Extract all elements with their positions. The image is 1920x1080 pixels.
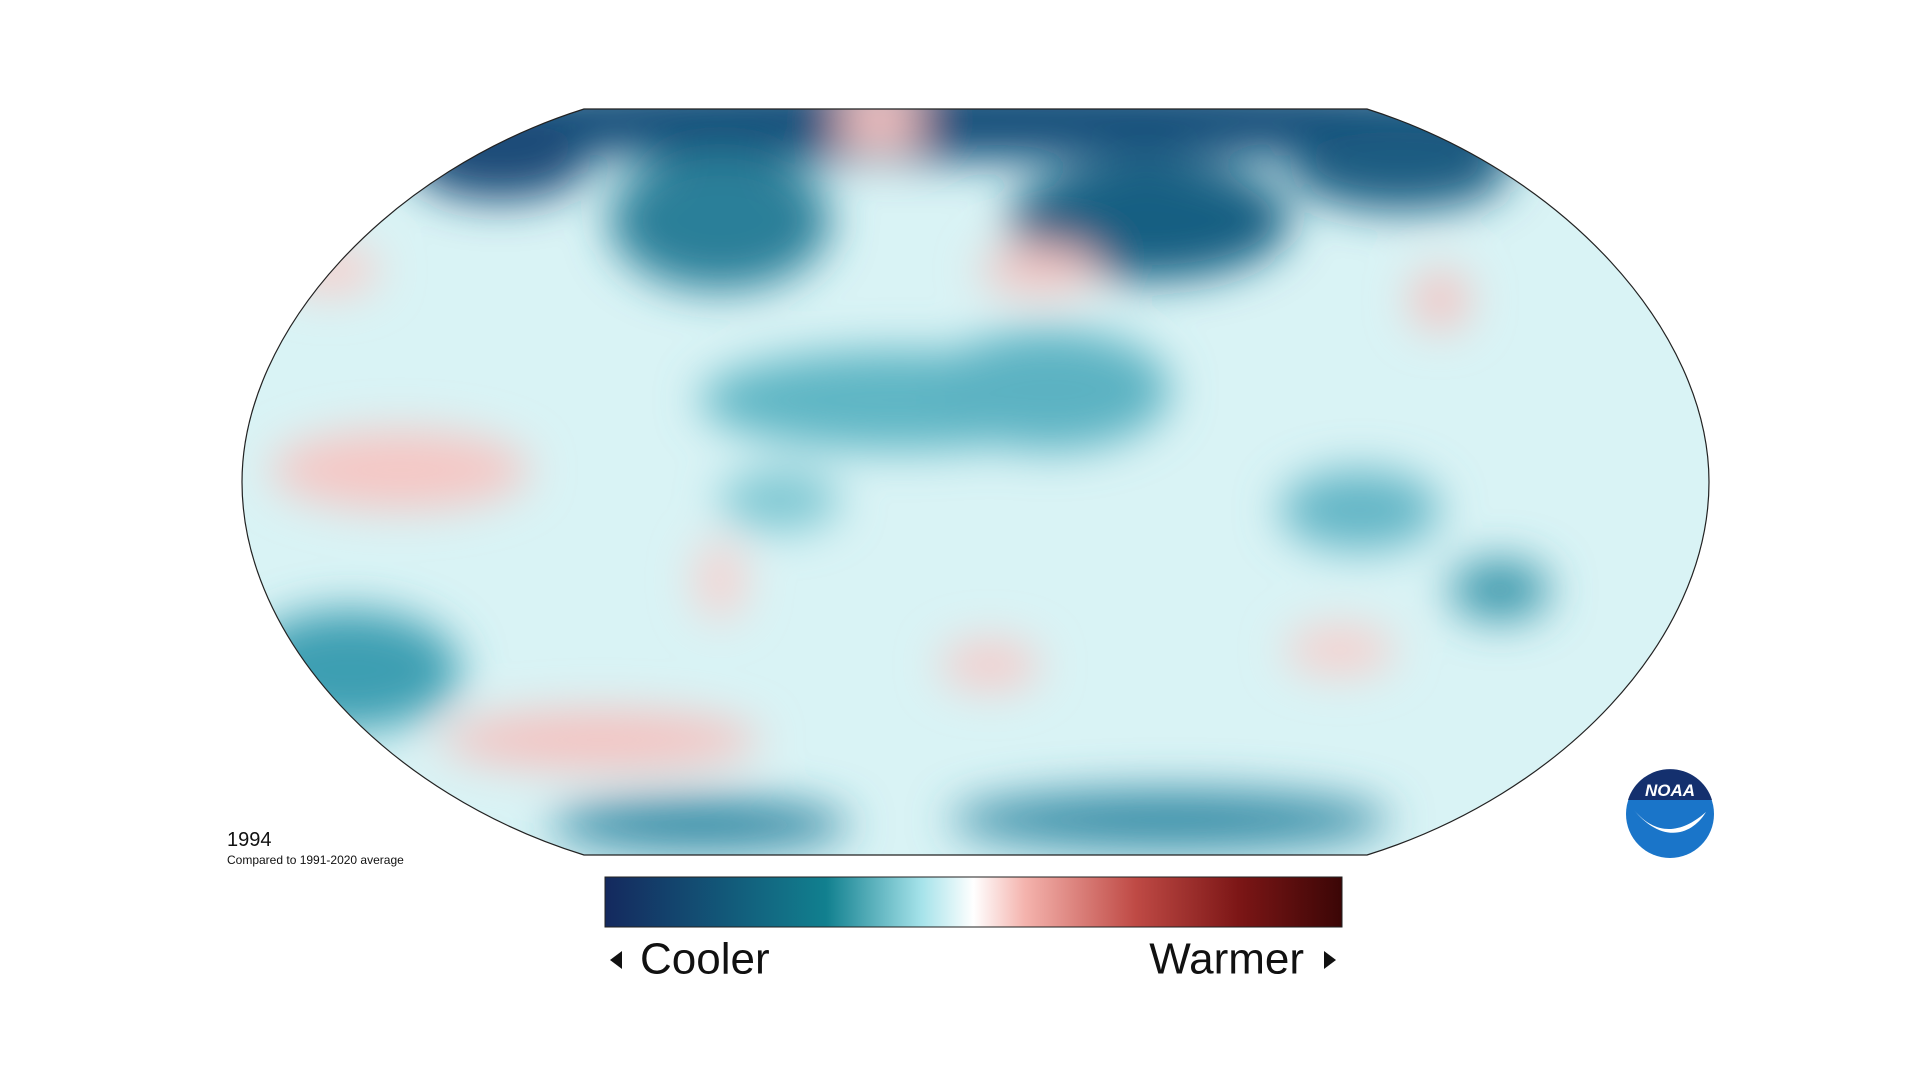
warmer-arrow — [1324, 951, 1336, 969]
logo-text: NOAA — [1645, 781, 1695, 800]
map-border — [241, 108, 1710, 856]
year-label: 1994 — [227, 829, 272, 851]
baseline-note: Compared to 1991-2020 average — [227, 853, 404, 867]
noaa-logo: NOAA — [1626, 769, 1714, 858]
cooler-arrow — [610, 951, 622, 969]
anomaly-map — [242, 109, 1709, 855]
cooler-label: Cooler — [640, 935, 770, 984]
color-scale — [604, 876, 1343, 928]
warmer-label: Warmer — [1149, 935, 1304, 984]
